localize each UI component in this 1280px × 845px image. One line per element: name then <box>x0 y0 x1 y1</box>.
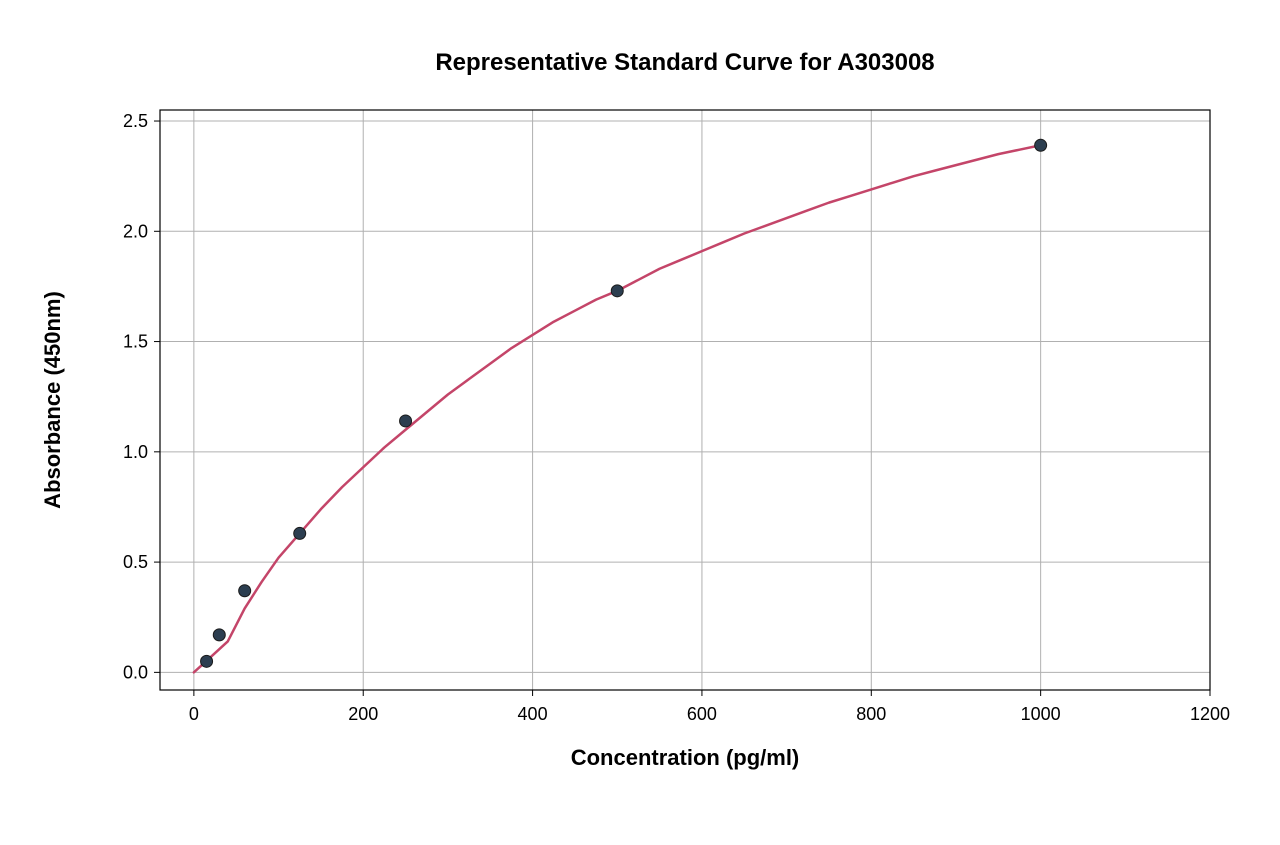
chart-svg: 0 200 400 600 800 1000 1200 0.0 0.5 1.0 1.5 2.0 2.5 R… <box>0 0 1280 845</box>
y-tick-label: 0.5 <box>123 552 148 572</box>
x-tick-label: 800 <box>856 704 886 724</box>
data-marker <box>213 629 225 641</box>
y-tick-label: 2.5 <box>123 111 148 131</box>
y-tick-label: 0.0 <box>123 662 148 682</box>
x-tick-label: 1000 <box>1021 704 1061 724</box>
data-marker <box>611 285 623 297</box>
y-tick-label: 2.0 <box>123 221 148 241</box>
x-tick-label: 0 <box>189 704 199 724</box>
x-tick-label: 1200 <box>1190 704 1230 724</box>
x-tick-label: 400 <box>518 704 548 724</box>
y-tick-label: 1.0 <box>123 442 148 462</box>
chart-container: 0 200 400 600 800 1000 1200 0.0 0.5 1.0 1.5 2.0 2.5 R… <box>0 0 1280 845</box>
data-marker <box>239 585 251 597</box>
y-tick-label: 1.5 <box>123 332 148 352</box>
data-marker <box>294 527 306 539</box>
x-tick-label: 600 <box>687 704 717 724</box>
y-axis-label: Absorbance (450nm) <box>40 291 65 509</box>
data-marker <box>1035 139 1047 151</box>
chart-title: Representative Standard Curve for A30300… <box>435 49 934 76</box>
data-marker <box>400 415 412 427</box>
x-axis-label: Concentration (pg/ml) <box>571 745 800 770</box>
data-marker <box>201 655 213 667</box>
x-tick-label: 200 <box>348 704 378 724</box>
